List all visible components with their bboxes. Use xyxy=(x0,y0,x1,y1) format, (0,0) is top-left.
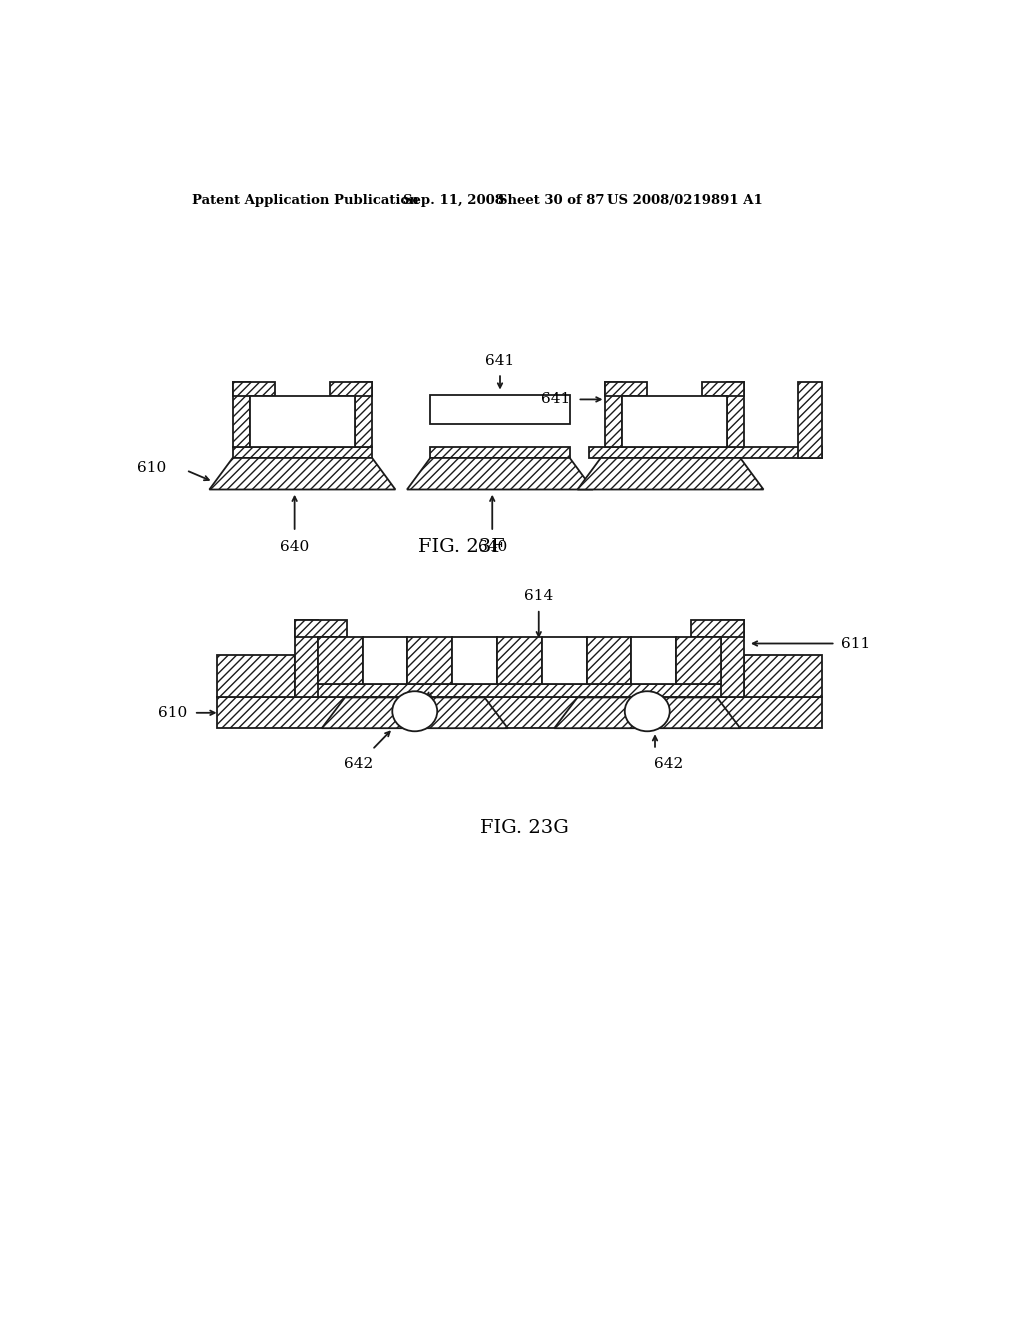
Text: US 2008/0219891 A1: US 2008/0219891 A1 xyxy=(607,194,763,207)
Text: Sep. 11, 2008: Sep. 11, 2008 xyxy=(403,194,504,207)
Bar xyxy=(497,638,542,684)
Text: 614: 614 xyxy=(524,590,553,603)
Bar xyxy=(589,447,821,458)
Text: 640: 640 xyxy=(477,540,507,553)
Bar xyxy=(691,620,744,638)
Polygon shape xyxy=(322,697,508,729)
Bar xyxy=(330,381,372,396)
Text: FIG. 23F: FIG. 23F xyxy=(418,539,505,556)
Bar xyxy=(232,381,275,396)
Bar xyxy=(430,447,569,458)
Bar xyxy=(232,381,250,447)
Bar xyxy=(355,381,372,447)
Bar xyxy=(408,638,453,684)
Bar xyxy=(604,381,647,396)
Bar xyxy=(250,396,355,447)
Bar xyxy=(217,655,295,697)
Text: FIG. 23G: FIG. 23G xyxy=(480,820,569,837)
Bar xyxy=(799,381,821,458)
Bar xyxy=(430,395,569,424)
Text: 640: 640 xyxy=(442,675,472,688)
Ellipse shape xyxy=(625,692,670,731)
Text: 641: 641 xyxy=(541,392,569,407)
Text: 610: 610 xyxy=(137,461,167,475)
Polygon shape xyxy=(209,458,395,490)
Polygon shape xyxy=(578,458,764,490)
Bar xyxy=(295,620,347,638)
Bar xyxy=(727,381,744,447)
Text: 610: 610 xyxy=(159,706,187,719)
Polygon shape xyxy=(554,697,740,729)
Bar xyxy=(232,447,372,458)
Text: 640: 640 xyxy=(280,540,309,553)
Bar xyxy=(701,381,744,396)
Bar xyxy=(542,638,587,684)
Bar xyxy=(317,638,362,684)
Bar xyxy=(622,396,727,447)
Text: Sheet 30 of 87: Sheet 30 of 87 xyxy=(499,194,605,207)
Bar xyxy=(744,655,821,697)
Bar xyxy=(676,638,721,684)
Bar xyxy=(295,684,744,697)
Bar xyxy=(295,620,317,697)
Bar xyxy=(453,638,497,684)
Text: Patent Application Publication: Patent Application Publication xyxy=(191,194,418,207)
Bar xyxy=(217,697,821,729)
Ellipse shape xyxy=(392,692,437,731)
Bar xyxy=(587,638,632,684)
Bar xyxy=(362,638,408,684)
Text: 642: 642 xyxy=(654,758,684,771)
Text: 641: 641 xyxy=(485,354,515,368)
Text: 642: 642 xyxy=(344,758,374,771)
Bar xyxy=(721,620,744,697)
Bar xyxy=(604,381,622,447)
Polygon shape xyxy=(407,458,593,490)
Bar xyxy=(632,638,676,684)
Text: 611: 611 xyxy=(841,636,870,651)
